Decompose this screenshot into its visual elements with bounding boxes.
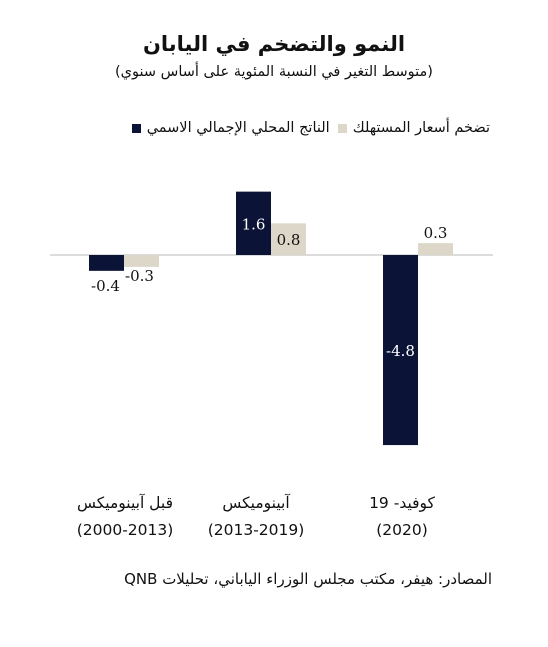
- legend: تضخم أسعار المستهلك الناتج المحلي الإجما…: [131, 120, 490, 136]
- data-label-cpi-abenomics: 0.8: [277, 231, 301, 249]
- category-period-covid: (2020): [376, 521, 428, 539]
- source-note: المصادر: هيفر، مكتب مجلس الوزراء اليابان…: [124, 570, 492, 588]
- bar-cpi-pre-abenomics: [124, 255, 159, 267]
- legend-item-gdp: الناتج المحلي الإجمالي الاسمي: [131, 120, 330, 136]
- category-label-abenomics: آبينوميكس (2013-2019): [166, 490, 346, 544]
- category-name-covid: كوفيد- 19: [369, 494, 435, 512]
- data-label-cpi-covid: 0.3: [424, 224, 448, 242]
- data-label-gdp-abenomics: 1.6: [242, 215, 266, 233]
- category-label-pre-abenomics: قبل آبينوميكس (2000-2013): [35, 490, 215, 544]
- bar-cpi-covid: [418, 243, 453, 255]
- category-label-covid: كوفيد- 19 (2020): [312, 490, 492, 544]
- chart-subtitle: (متوسط التغير في النسبة المئوية على أساس…: [115, 64, 433, 80]
- data-label-gdp-pre-abenomics: -0.4: [91, 277, 120, 295]
- legend-item-cpi: تضخم أسعار المستهلك: [337, 120, 490, 136]
- bar-gdp-abenomics: [236, 191, 271, 255]
- category-period-pre-abenomics: (2000-2013): [76, 521, 174, 539]
- data-label-gdp-covid: -4.8: [386, 342, 415, 360]
- bar-cpi-abenomics: [271, 223, 306, 255]
- legend-swatch-cpi: [337, 123, 347, 133]
- bar-gdp-covid: [383, 255, 418, 446]
- category-name-pre-abenomics: قبل آبينوميكس: [76, 494, 174, 512]
- legend-label-gdp: الناتج المحلي الإجمالي الاسمي: [146, 120, 330, 136]
- data-label-cpi-pre-abenomics: -0.3: [125, 267, 154, 285]
- category-name-abenomics: آبينوميكس: [222, 494, 290, 512]
- chart-title: النمو والتضخم في اليابان: [142, 32, 406, 56]
- category-period-abenomics: (2013-2019): [207, 521, 305, 539]
- legend-label-cpi: تضخم أسعار المستهلك: [352, 120, 490, 136]
- legend-swatch-gdp: [131, 123, 141, 133]
- bar-gdp-pre-abenomics: [89, 255, 124, 271]
